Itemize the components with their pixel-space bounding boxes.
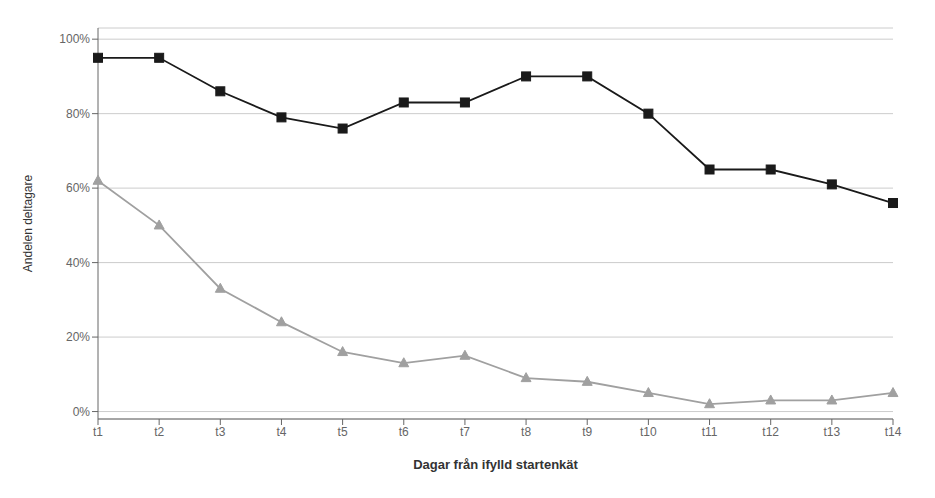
svg-text:0%: 0% [73, 405, 91, 419]
svg-text:40%: 40% [66, 256, 90, 270]
svg-text:60%: 60% [66, 181, 90, 195]
svg-text:80%: 80% [66, 107, 90, 121]
svg-text:t2: t2 [154, 425, 164, 439]
svg-text:t9: t9 [582, 425, 592, 439]
svg-text:t1: t1 [93, 425, 103, 439]
svg-text:Andelen deltagare: Andelen deltagare [21, 174, 35, 272]
svg-text:t5: t5 [338, 425, 348, 439]
svg-text:t10: t10 [640, 425, 657, 439]
svg-text:Dagar från ifylld startenkät: Dagar från ifylld startenkät [413, 457, 578, 472]
svg-text:t13: t13 [824, 425, 841, 439]
svg-text:t11: t11 [702, 425, 718, 439]
svg-text:t12: t12 [762, 425, 779, 439]
svg-text:20%: 20% [66, 330, 90, 344]
svg-text:100%: 100% [59, 32, 90, 46]
svg-text:t7: t7 [460, 425, 470, 439]
svg-text:t14: t14 [885, 425, 902, 439]
svg-text:t6: t6 [399, 425, 409, 439]
svg-text:t4: t4 [276, 425, 286, 439]
svg-text:t3: t3 [215, 425, 225, 439]
svg-text:t8: t8 [521, 425, 531, 439]
